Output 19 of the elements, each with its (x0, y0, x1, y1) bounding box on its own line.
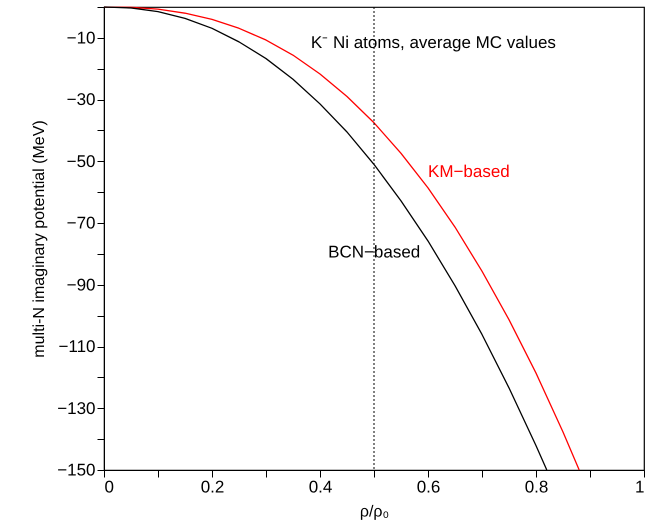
x-tick-label: 0.2 (200, 478, 224, 496)
y-tick-label: −110 (58, 337, 96, 356)
series-label: BCN−based (328, 242, 420, 262)
x-tick-label: 0.6 (416, 478, 440, 496)
y-tick-label: −130 (57, 398, 96, 418)
annotation: K⁻ Ni atoms, average MC values (310, 33, 556, 52)
y-tick-label: −50 (66, 152, 96, 171)
y-axis-title: multi-N imaginary potential (MeV) (31, 120, 48, 358)
x-tick-label: 1 (635, 478, 644, 496)
x-tick-label: 0 (104, 478, 114, 496)
y-tick-label: −150 (57, 460, 96, 480)
y-tick-label: −10 (66, 28, 96, 48)
y-tick-label: −70 (66, 214, 96, 233)
x-axis-title: ρ/ρ₀ (360, 504, 390, 520)
x-tick-label: 0.4 (308, 478, 332, 496)
y-tick-label: −30 (66, 90, 96, 110)
series-label: KM−based (428, 162, 510, 181)
x-tick-label: 0.8 (524, 478, 548, 496)
y-tick-label: −90 (66, 275, 96, 294)
